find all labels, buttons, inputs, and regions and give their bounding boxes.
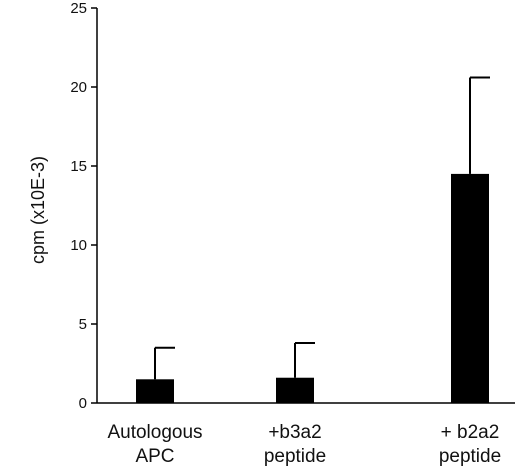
bar — [451, 173, 489, 403]
y-tick-label: 0 — [79, 395, 87, 412]
category-label: peptide — [439, 446, 501, 467]
category-label: +b3a2 — [268, 422, 321, 443]
y-tick-label: 10 — [70, 237, 87, 254]
error-bars — [154, 76, 490, 380]
bar — [276, 377, 314, 403]
category-labels: Autologous APC +b3a2 peptide + b2a2 peptide — [107, 422, 501, 467]
y-axis-title: cpm (x10E-3) — [28, 156, 48, 264]
y-axis: 0 5 10 15 20 25 — [70, 0, 98, 412]
category-label: APC — [135, 446, 174, 467]
category-label: peptide — [264, 446, 326, 467]
category-label: + b2a2 — [441, 422, 500, 443]
y-tick-label: 5 — [79, 316, 87, 333]
category-label: Autologous — [107, 422, 202, 443]
bars — [136, 173, 489, 403]
y-tick-label: 20 — [70, 79, 87, 96]
y-tick-label: 15 — [70, 158, 87, 175]
y-tick-label: 25 — [70, 0, 87, 17]
bar — [136, 379, 174, 403]
